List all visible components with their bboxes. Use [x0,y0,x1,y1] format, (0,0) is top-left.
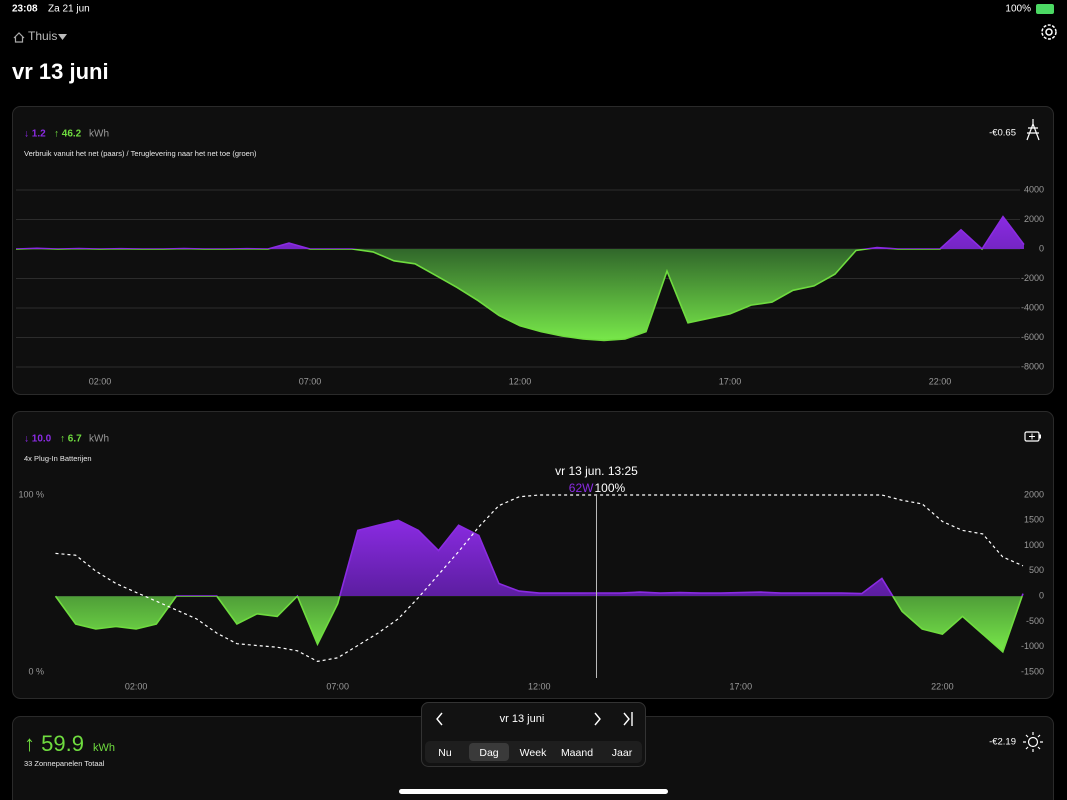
prev-button[interactable] [436,712,443,726]
y-tick-label: -1000 [1021,641,1044,651]
y-tick-label: 4000 [1024,184,1044,194]
tooltip-power: 62W [569,481,594,495]
period-option[interactable]: Dag [479,747,498,759]
page-title: vr 13 juni [12,59,109,84]
tooltip-title: vr 13 jun. 13:25 [555,464,638,478]
period-option[interactable]: Maand [561,747,593,759]
grid-import: ↓ 1.2 [24,129,46,140]
y2-tick-label: 0 % [28,666,44,676]
x-tick-label: 12:00 [509,376,532,386]
sun-icon [1023,732,1043,752]
location-dropdown[interactable] [58,34,67,40]
battery-icon [1036,4,1054,14]
period-selected [469,743,509,761]
x-tick-label: 17:00 [719,376,742,386]
charts: 4000 2000 0 -2000 -4000 -6000 -8000 02:00 07:00 1… [15,184,1044,691]
y-tick-label: 0 [1039,591,1044,601]
line-negative [16,249,983,342]
y-tick-label: 2000 [1024,214,1044,224]
y-tick-label: -1500 [1021,666,1044,676]
x-tick-label: 22:00 [931,681,954,691]
settings-icon[interactable] [1041,24,1057,40]
home-indicator [399,789,668,794]
x-tick-label: 02:00 [125,681,148,691]
y-tick-label: -2000 [1021,273,1044,283]
battery-unit: kWh [89,434,109,445]
period-option[interactable]: Jaar [612,747,633,759]
y-tick-label: -6000 [1021,332,1044,342]
period-option[interactable]: Week [520,747,547,759]
line-positive [15,215,1025,249]
y-tick-label: 1500 [1024,515,1044,525]
next-button[interactable] [594,712,601,726]
y-tick-label: 500 [1029,565,1044,575]
solar-subtitle: 33 Zonnepanelen Totaal [24,759,105,768]
battery-card [12,411,1054,699]
line [55,494,1024,663]
x-tick-label: 17:00 [730,681,753,691]
y-tick-label: -4000 [1021,302,1044,312]
x-tick-label: 22:00 [929,376,952,386]
battery-icon-card [1024,431,1041,442]
battery-subtitle: 4x Plug-In Batterijen [24,454,92,463]
period-option[interactable]: Nu [438,747,452,759]
y-tick-label: 0 [1039,243,1044,253]
x-tick-label: 07:00 [299,376,322,386]
grid-export: ↑ 46.2 [54,129,82,140]
solar-total: ↑ 59.9 [24,731,84,756]
area-negative [55,596,1023,652]
solar-unit: kWh [93,742,115,754]
battery-charge: ↓ 10.0 [24,434,52,445]
grid-subtitle: Verbruik vanuit het net (paars) / Terugl… [24,149,257,158]
x-tick-label: 02:00 [89,376,112,386]
status-date: Za 21 jun [48,4,90,15]
line-positive [55,519,1024,597]
location-label[interactable]: Thuis [28,29,57,43]
battery-discharge: ↑ 6.7 [60,434,82,445]
area-negative [16,249,1024,341]
home-icon [13,32,25,43]
last-button[interactable] [623,712,633,726]
status-battery: 100% [1005,4,1031,15]
x-tick-label: 12:00 [528,681,551,691]
grid-unit: kWh [89,129,109,140]
grid-cost: -€0.65 [989,128,1016,139]
x-tick-label: 07:00 [326,681,349,691]
picker-date[interactable]: vr 13 juni [500,713,545,725]
y2-tick-label: 100 % [18,489,44,499]
y-tick-label: -8000 [1021,361,1044,371]
tooltip-soc: 100% [594,481,625,495]
pylon-icon [1026,119,1040,141]
solar-cost: -€2.19 [989,737,1016,748]
status-time: 23:08 [12,4,38,15]
y-tick-label: 2000 [1024,489,1044,499]
y-tick-label: -500 [1026,616,1044,626]
y-tick-label: 1000 [1024,540,1044,550]
